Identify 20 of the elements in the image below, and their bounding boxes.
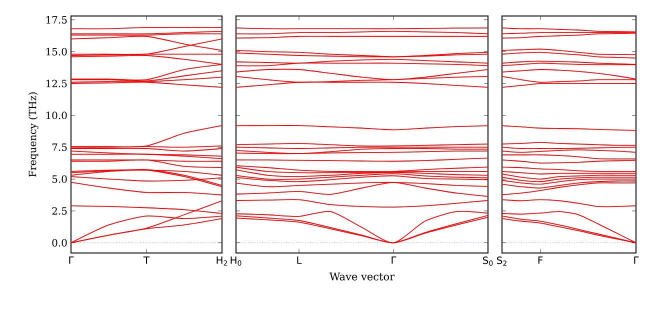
y-tick-label: 12.5 (46, 80, 67, 88)
y-tick-label: 15.0 (46, 48, 67, 56)
y-tick-label: 2.5 (52, 207, 67, 215)
x-tick-label: T (143, 256, 150, 264)
y-tick-label: 10.0 (46, 112, 67, 120)
x-tick-label: Γ (69, 256, 74, 264)
y-tick-label: 17.5 (46, 16, 67, 24)
y-tick-label: 0.0 (52, 239, 67, 247)
y-tick-label: 7.5 (52, 144, 67, 151)
y-axis-title: Frequency (THz) (28, 92, 38, 177)
x-tick-label: Γ (392, 256, 396, 264)
x-tick-label: S$_{2}$ (497, 256, 506, 266)
y-tick-label: 5.0 (52, 175, 67, 183)
x-tick-label: S$_{0}$ (482, 256, 493, 266)
x-tick-label: L (297, 256, 302, 264)
x-axis-title: Wave vector (329, 272, 395, 280)
x-tick-label: H$_{2}$ (216, 256, 228, 266)
x-tick-label: H$_{0}$ (230, 256, 242, 266)
x-tick-label: Γ (634, 256, 639, 264)
x-tick-label: F (538, 256, 543, 264)
